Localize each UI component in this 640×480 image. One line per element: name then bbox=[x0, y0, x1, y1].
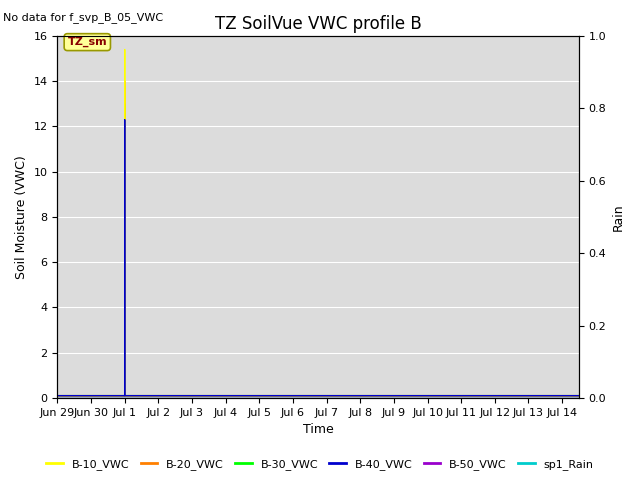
Text: TZ_sm: TZ_sm bbox=[67, 37, 107, 47]
Y-axis label: Rain: Rain bbox=[612, 203, 625, 231]
Y-axis label: Soil Moisture (VWC): Soil Moisture (VWC) bbox=[15, 155, 28, 279]
Legend: B-10_VWC, B-20_VWC, B-30_VWC, B-40_VWC, B-50_VWC, sp1_Rain: B-10_VWC, B-20_VWC, B-30_VWC, B-40_VWC, … bbox=[42, 455, 598, 474]
Title: TZ SoilVue VWC profile B: TZ SoilVue VWC profile B bbox=[215, 15, 422, 33]
Text: No data for f_svp_B_05_VWC: No data for f_svp_B_05_VWC bbox=[3, 12, 163, 23]
X-axis label: Time: Time bbox=[303, 423, 333, 436]
